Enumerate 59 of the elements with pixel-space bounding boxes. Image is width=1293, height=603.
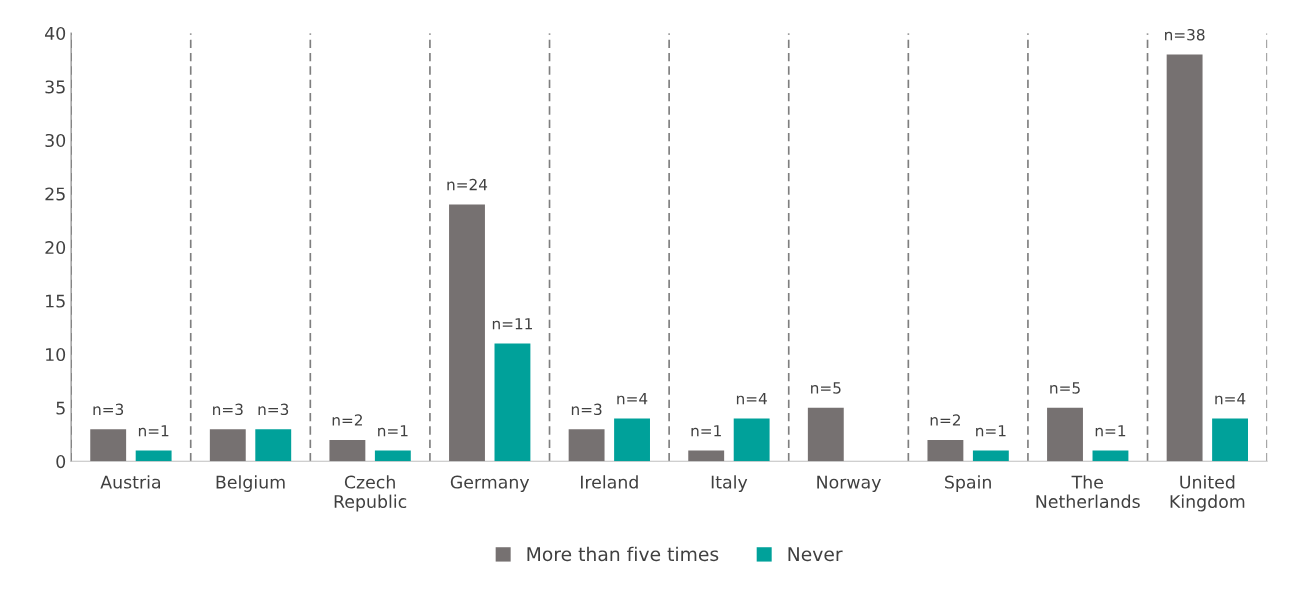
bar (568, 429, 605, 462)
data-label: n=4 (736, 393, 767, 405)
bar (1212, 418, 1248, 462)
x-tick-label: Ireland (581, 475, 638, 489)
data-label: n=5 (1050, 382, 1080, 394)
bar (1047, 407, 1083, 462)
data-label: n=3 (258, 403, 289, 416)
y-tick-label: 35 (45, 80, 65, 94)
data-label: n=1 (378, 425, 408, 437)
data-label: n=11 (492, 318, 532, 330)
y-tick-label: 5 (56, 401, 65, 415)
data-label: n=38 (1165, 28, 1205, 41)
y-tick-label: 40 (45, 26, 66, 41)
bar (1092, 450, 1129, 462)
data-label: n=4 (617, 393, 648, 405)
data-label: n=3 (213, 403, 243, 416)
bar (733, 418, 770, 462)
bar (329, 439, 366, 462)
bar (135, 450, 172, 462)
data-label: n=5 (811, 382, 841, 394)
x-tick-label: Czech Republic (334, 475, 407, 512)
x-tick-label: Italy (711, 475, 748, 492)
bar (90, 429, 127, 462)
x-tick-label: Norway (817, 475, 881, 492)
bar (374, 450, 411, 462)
data-label: n=1 (1095, 425, 1126, 437)
bar (688, 450, 725, 462)
x-tick-label: Germany (450, 475, 530, 492)
data-label: n=2 (332, 414, 362, 426)
x-tick-label: Austria (100, 475, 161, 489)
x-tick-label: Belgium (216, 475, 285, 492)
y-tick-label: 10 (46, 347, 66, 362)
data-label: n=4 (1215, 393, 1246, 405)
y-tick-label: 30 (45, 133, 66, 148)
bar (614, 418, 650, 462)
bar (255, 429, 292, 462)
bar (209, 429, 246, 462)
data-label: n=2 (930, 414, 960, 426)
bar (1166, 54, 1203, 462)
y-tick-label: 15 (46, 294, 65, 308)
data-label: n=1 (976, 425, 1006, 437)
y-tick-label: 0 (56, 455, 66, 469)
data-label: n=24 (447, 178, 488, 191)
x-tick-label: Spain (945, 475, 991, 492)
x-tick-label: United Kingdom (1170, 475, 1245, 512)
data-label: n=1 (691, 425, 721, 437)
bar (927, 439, 964, 462)
bar (494, 343, 531, 462)
data-label: n=3 (93, 403, 124, 416)
data-label: n=3 (571, 403, 602, 416)
x-tick-label: The Netherlands (1036, 475, 1140, 509)
bar (807, 407, 844, 462)
legend-label: Never (788, 547, 843, 562)
bar (449, 204, 485, 462)
y-tick-label: 20 (45, 240, 66, 255)
y-tick-label: 25 (45, 187, 65, 201)
legend-label: More than five times (527, 546, 719, 562)
data-label: n=1 (138, 425, 169, 437)
bar (972, 450, 1009, 462)
